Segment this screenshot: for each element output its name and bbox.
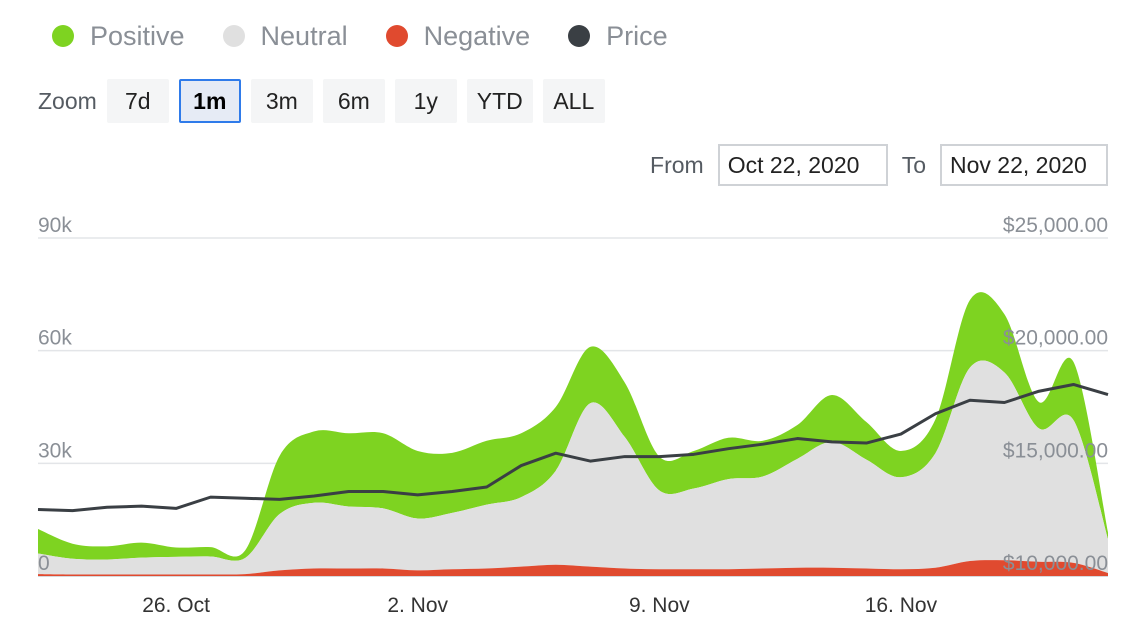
stacked-areas [38, 292, 1108, 576]
zoom-1y-button[interactable]: 1y [394, 79, 457, 123]
price-line-layer [37, 382, 1109, 513]
y-left-tick-label: 30k [38, 439, 72, 462]
y-left-tick-label: 60k [38, 327, 72, 350]
price-dot-icon [568, 25, 591, 47]
area-negative [38, 560, 1108, 576]
negative-dot-icon [385, 25, 408, 47]
y-right-tick-label: $10,000.00 [1003, 552, 1108, 575]
zoom-1m-button[interactable]: 1m [178, 79, 241, 123]
legend-item-neutral[interactable]: Neutral [222, 20, 348, 52]
legend: Positive Neutral Negative Price [52, 14, 706, 58]
zoom-3m-button[interactable]: 3m [250, 79, 313, 123]
x-axis-labels: 26. Oct 2. Nov 9. Nov 16. Nov [142, 594, 937, 617]
legend-item-negative[interactable]: Negative [385, 20, 531, 52]
zoom-label: Zoom [38, 87, 97, 114]
area-neutral [38, 360, 1108, 575]
legend-label: Positive [90, 20, 185, 51]
to-label: To [901, 151, 926, 178]
y-left-tick-label: 90k [38, 214, 72, 237]
positive-dot-icon [52, 25, 74, 47]
y-right-tick-label: $20,000.00 [1003, 327, 1108, 350]
from-label: From [650, 151, 704, 178]
neutral-dot-icon [222, 25, 245, 47]
zoom-all-button[interactable]: ALL [542, 79, 605, 123]
x-tick-label: 16. Nov [865, 594, 938, 617]
legend-label: Price [606, 20, 668, 51]
date-range-selector: From Oct 22, 2020 To Nov 22, 2020 [636, 144, 1108, 186]
legend-label: Negative [423, 20, 531, 51]
x-tick-label: 26. Oct [142, 594, 210, 617]
zoom-6m-button[interactable]: 6m [322, 79, 385, 123]
zoom-ytd-button[interactable]: YTD [466, 79, 533, 123]
legend-label: Neutral [260, 20, 348, 51]
zoom-7d-button[interactable]: 7d [106, 79, 169, 123]
zoom-controls: Zoom 7d 1m 3m 6m 1y YTD ALL [38, 78, 615, 124]
y-axis-labels: 0 30k 60k 90k $10,000.00 $15,000.00 $20,000.00… [38, 214, 1108, 575]
y-left-tick-label: 0 [38, 552, 50, 575]
y-right-tick-label: $25,000.00 [1003, 214, 1108, 237]
legend-item-positive[interactable]: Positive [52, 21, 185, 52]
x-tick-label: 2. Nov [387, 594, 448, 617]
area-positive [38, 292, 1108, 561]
y-right-tick-label: $15,000.00 [1003, 439, 1108, 462]
legend-item-price[interactable]: Price [568, 21, 668, 52]
x-tick-label: 9. Nov [629, 594, 690, 617]
price-line [37, 382, 1109, 513]
from-date-input[interactable]: Oct 22, 2020 [717, 144, 888, 186]
to-date-input[interactable]: Nov 22, 2020 [940, 144, 1108, 186]
